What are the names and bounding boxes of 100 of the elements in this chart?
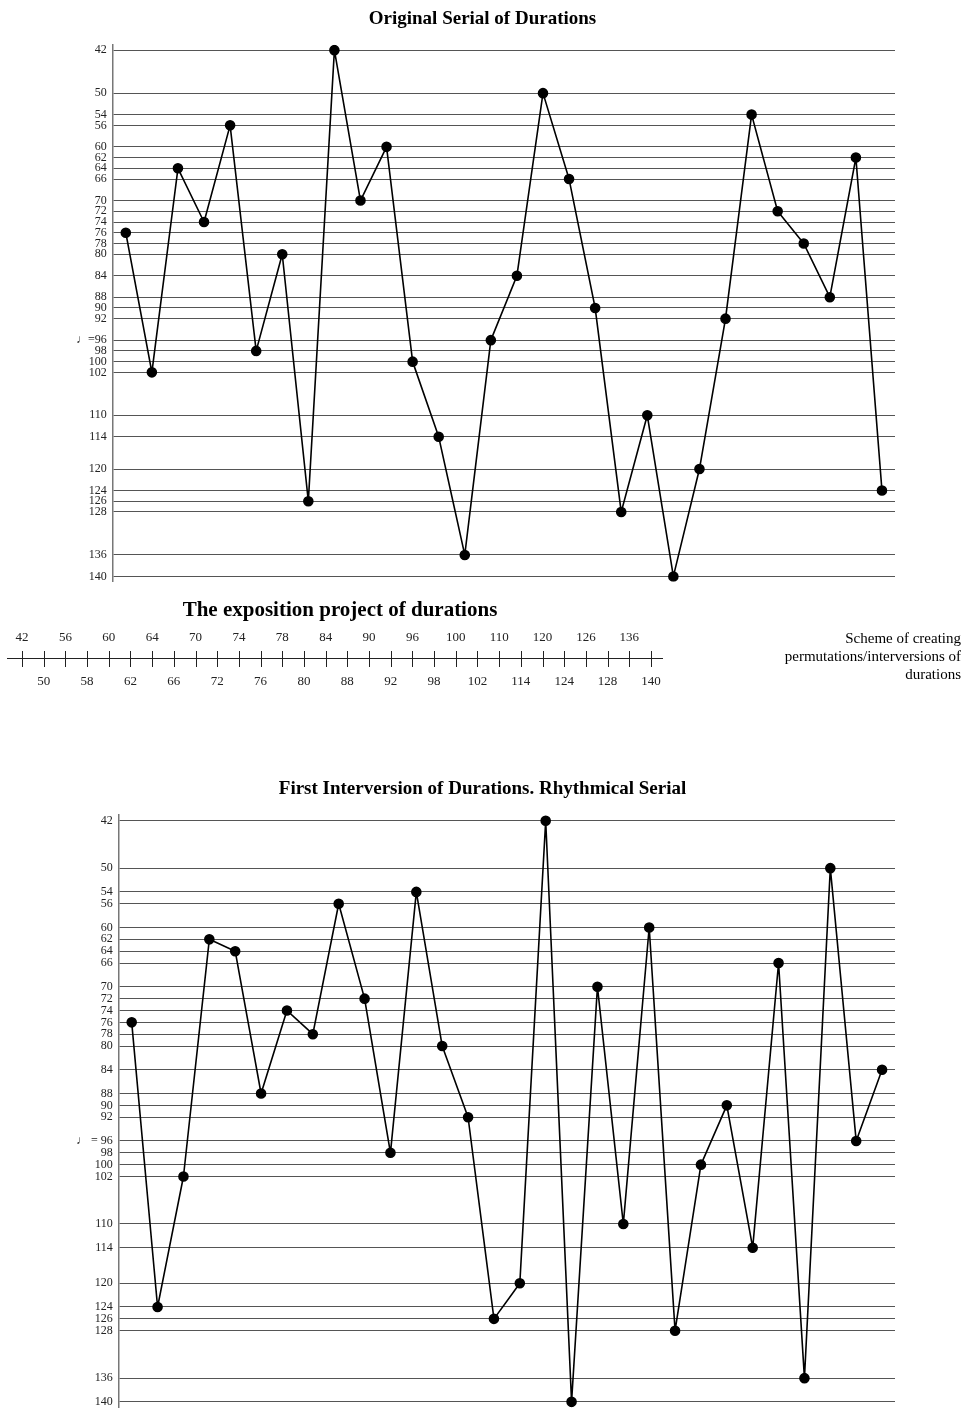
y-tick-label: 120 <box>94 1275 113 1290</box>
y-tick-label: 78 <box>100 1026 113 1041</box>
point <box>359 993 370 1004</box>
text: 114 <box>511 673 531 689</box>
text: 124 <box>554 673 574 689</box>
point <box>695 1159 707 1170</box>
y-tick-label: 70 <box>100 978 113 993</box>
y-tick-label: 66 <box>100 955 113 970</box>
text: 110 <box>489 629 509 645</box>
point <box>850 152 862 163</box>
point <box>485 334 497 346</box>
y-tick-label: 50 <box>100 860 113 875</box>
y-tick-label: 42 <box>100 812 113 827</box>
y-tick-label: 110 <box>95 1216 113 1231</box>
point <box>563 173 575 185</box>
point <box>407 356 418 367</box>
point <box>178 1171 189 1182</box>
y-tick-label: 80 <box>100 1038 113 1053</box>
y-tick-label: 84 <box>94 267 107 282</box>
point <box>224 120 236 131</box>
y-tick-label: 84 <box>100 1061 113 1076</box>
y-tick-label: 74 <box>100 1002 113 1017</box>
point <box>772 205 783 217</box>
point <box>126 1017 138 1028</box>
y-tick-label: 50 <box>94 85 107 100</box>
point <box>276 248 288 260</box>
point <box>721 1100 733 1111</box>
point <box>381 141 392 153</box>
point <box>694 463 705 475</box>
point <box>799 1372 810 1384</box>
point <box>198 216 210 228</box>
point <box>773 957 784 969</box>
point <box>146 367 158 378</box>
point <box>589 302 601 314</box>
text: 50 <box>37 673 51 689</box>
text: 84 <box>319 629 333 645</box>
chart-title: Original Serial of Durations <box>368 7 597 29</box>
point <box>720 313 731 324</box>
point <box>643 922 655 933</box>
y-tick-label: 110 <box>89 407 107 422</box>
text: 78 <box>275 629 289 645</box>
y-tick-label: 114 <box>95 1239 113 1254</box>
y-tick-label: 124 <box>94 1299 113 1314</box>
point <box>307 1028 319 1040</box>
point <box>152 1301 163 1313</box>
text: 88 <box>340 673 354 689</box>
point <box>411 886 422 898</box>
text: 56 <box>58 629 72 645</box>
text: 74 <box>232 629 246 645</box>
point <box>436 1040 448 1052</box>
y-tick-label: 102 <box>94 1168 113 1183</box>
point <box>385 1147 396 1159</box>
point <box>746 109 757 120</box>
text: 120 <box>532 629 553 645</box>
point <box>488 1313 500 1325</box>
point <box>303 495 314 507</box>
point <box>540 815 551 827</box>
point <box>592 981 603 993</box>
point <box>566 1396 577 1408</box>
point <box>876 485 888 496</box>
point <box>511 270 523 282</box>
text: 126 <box>576 629 596 645</box>
point <box>120 227 132 239</box>
text: 90 <box>362 629 376 645</box>
text: 100 <box>446 629 466 645</box>
y-tick-label: 60 <box>100 919 113 934</box>
text: 92 <box>384 673 398 689</box>
point <box>329 44 340 56</box>
point <box>876 1064 888 1076</box>
text: 62 <box>123 673 137 689</box>
y-tick-label: 120 <box>88 461 107 476</box>
y-tick-label: 90 <box>100 1097 113 1112</box>
y-tick-label: 136 <box>94 1370 113 1385</box>
text: Scheme of creating permutations/interversions of durations <box>783 629 961 683</box>
point <box>514 1277 526 1289</box>
point <box>747 1242 758 1253</box>
point <box>824 291 836 303</box>
point <box>250 345 262 357</box>
text: 72 <box>210 673 224 689</box>
point <box>172 163 184 174</box>
text: 58 <box>80 673 94 689</box>
y-tick-label: 114 <box>89 428 107 443</box>
text: 80 <box>297 673 311 689</box>
point <box>204 934 215 945</box>
point <box>641 410 653 421</box>
y-tick-label: 72 <box>100 990 113 1005</box>
text: 76 <box>254 673 268 689</box>
y-tick-label: 136 <box>88 547 107 562</box>
text: 70 <box>189 629 203 645</box>
y-tick-label: 64 <box>100 943 113 958</box>
point <box>255 1088 267 1099</box>
text: 98 <box>427 673 441 689</box>
point <box>462 1111 474 1123</box>
text: 140 <box>641 673 661 689</box>
point <box>459 549 471 561</box>
point <box>433 431 444 443</box>
text: 42 <box>15 629 29 645</box>
text: 66 <box>167 673 181 689</box>
y-tick-label: 92 <box>100 1109 113 1124</box>
point <box>229 945 241 957</box>
